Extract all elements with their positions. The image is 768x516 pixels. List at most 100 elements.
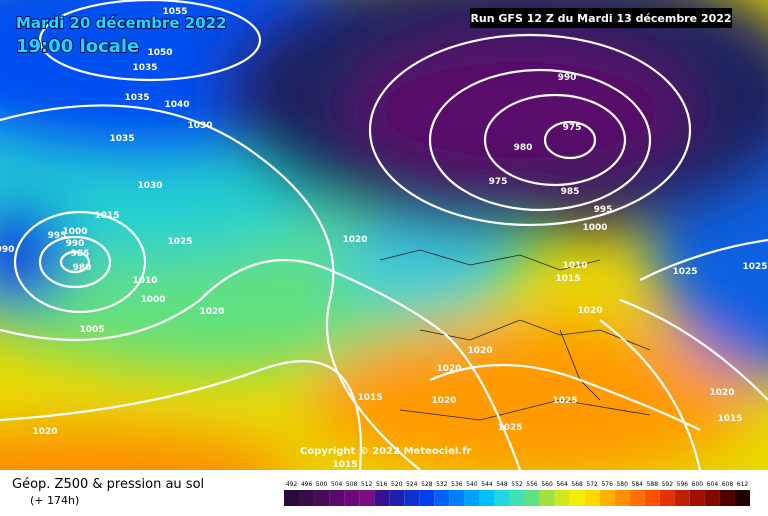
legend-swatch	[494, 490, 510, 506]
legend-label: 576	[601, 481, 613, 488]
legend-swatch	[644, 490, 660, 506]
isobar-label: 1020	[431, 396, 456, 406]
legend-label: 508	[346, 481, 358, 488]
legend-swatch	[404, 490, 420, 506]
isobar-label: 990	[558, 73, 577, 83]
isobar-label: 1020	[199, 307, 224, 317]
isobar-label: 1020	[709, 388, 734, 398]
isobar-label: 990	[66, 239, 85, 249]
isobar-label: 975	[563, 123, 582, 133]
legend-swatch	[329, 490, 345, 506]
isobar-label: 990	[0, 245, 14, 255]
isobar-label: 1030	[187, 121, 212, 131]
isobar-label: 1025	[672, 267, 697, 277]
isobar-label: 1025	[167, 237, 192, 247]
copyright: Copyright © 2022 Meteociel.fr	[300, 446, 471, 457]
legend-swatch	[419, 490, 435, 506]
footer-title: Géop. Z500 & pression au sol	[12, 477, 204, 492]
legend-swatch	[389, 490, 405, 506]
legend-swatch	[314, 490, 330, 506]
isobar-label: 1000	[140, 295, 165, 305]
legend-label: 600	[692, 481, 704, 488]
isobar-label: 1020	[342, 235, 367, 245]
legend-swatch	[599, 490, 615, 506]
legend-swatch	[629, 490, 645, 506]
legend-label: 560	[541, 481, 553, 488]
isobar-label: 980	[73, 263, 92, 273]
legend-swatch	[539, 490, 555, 506]
legend-swatch	[434, 490, 450, 506]
run-box	[470, 8, 732, 28]
isobar-label: 1010	[562, 261, 587, 271]
legend-swatch	[374, 490, 390, 506]
isobar-label: 1020	[32, 427, 57, 437]
legend-label: 512	[361, 481, 373, 488]
isobar-label: 1030	[137, 181, 162, 191]
legend-label: 552	[511, 481, 523, 488]
legend-label: 500	[316, 481, 328, 488]
legend-swatch	[614, 490, 630, 506]
isobar-label: 1025	[552, 396, 577, 406]
legend-label: 536	[451, 481, 463, 488]
legend-label: 524	[406, 481, 418, 488]
isobar-label: 1055	[162, 7, 187, 17]
isobar-label: 1000	[582, 223, 607, 233]
legend-swatch	[359, 490, 375, 506]
legend-label: 584	[632, 481, 644, 488]
isobar-label: 1035	[124, 93, 149, 103]
isobar-label: 1025	[497, 423, 522, 433]
isobar-label: 1035	[109, 134, 134, 144]
isobar-label: 1015	[332, 460, 357, 470]
isobar-label: 1020	[467, 346, 492, 356]
legend-swatch	[734, 490, 750, 506]
legend-swatch	[464, 490, 480, 506]
legend-label: 580	[616, 481, 628, 488]
legend-label: 528	[421, 481, 433, 488]
legend-label: 572	[586, 481, 598, 488]
legend-label: 556	[526, 481, 538, 488]
legend-label: 612	[737, 481, 749, 488]
legend-label: 588	[647, 481, 659, 488]
legend-label: 544	[481, 481, 493, 488]
isobar-label: 975	[489, 177, 508, 187]
legend-swatch	[689, 490, 705, 506]
legend-swatch	[584, 490, 600, 506]
legend-swatch	[509, 490, 525, 506]
isobar-label: 1015	[94, 211, 119, 221]
legend-label: 596	[677, 481, 689, 488]
legend-swatch	[569, 490, 585, 506]
legend-swatch	[449, 490, 465, 506]
isobar-label: 1025	[742, 262, 767, 272]
run-info: Run GFS 12 Z du Mardi 13 décembre 2022	[470, 12, 731, 25]
legend-label: 532	[436, 481, 448, 488]
legend-label: 592	[662, 481, 674, 488]
isobar-label: 995	[48, 231, 67, 241]
isobar-label: 1040	[164, 100, 189, 110]
legend-label: 608	[722, 481, 734, 488]
isobar-label: 1005	[79, 325, 104, 335]
legend-label: 492	[286, 481, 298, 488]
isobar-label: 1020	[436, 364, 461, 374]
legend-swatch	[284, 490, 300, 506]
legend-swatch	[554, 490, 570, 506]
legend-swatch	[659, 490, 675, 506]
isobar-label: 1015	[717, 414, 742, 424]
isobar-label: 995	[594, 205, 613, 215]
legend-label: 564	[556, 481, 568, 488]
isobar-label: 1010	[132, 276, 157, 286]
isobar-label: 1000	[62, 227, 87, 237]
isobar-label: 1050	[147, 48, 172, 58]
legend-label: 540	[466, 481, 478, 488]
legend-swatch	[524, 490, 540, 506]
isobar-label: 985	[561, 187, 580, 197]
isobar-label: 980	[514, 143, 533, 153]
date: Mardi 20 décembre 2022	[16, 14, 227, 32]
isobar-label: 1015	[357, 393, 382, 403]
legend-label: 568	[571, 481, 583, 488]
time: 19:00 locale	[16, 36, 139, 57]
legend-label: 504	[331, 481, 343, 488]
legend: 492 496 500 504 508 512 516 520 524 528 532 536 540 5…	[284, 481, 750, 506]
isobar-labels: 1055 1050 1035 1035 1040 1030 1035 1030 1025 1020…	[0, 7, 768, 470]
